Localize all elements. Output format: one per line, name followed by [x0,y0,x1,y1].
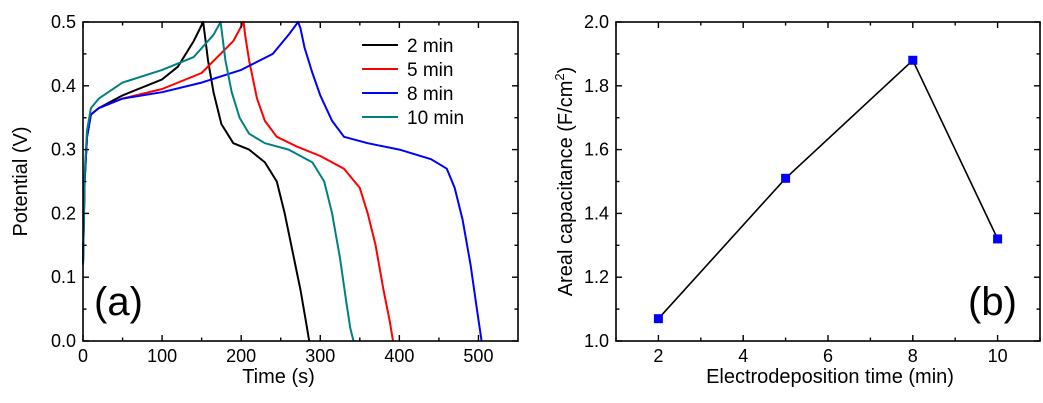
x-axis-title-b: Electrodeposition time (min) [706,366,954,388]
x-tick-label-a: 400 [384,346,414,366]
y-tick-label-a: 0.2 [51,203,76,223]
legend-label-5-min: 5 min [407,60,453,81]
x-tick-label-b: 6 [823,346,833,366]
y-tick-label-b: 1.4 [584,203,609,223]
data-point-marker [908,55,918,65]
y-tick-label-b: 1.6 [584,140,609,160]
y-axis-title-a: Potential (V) [10,126,32,236]
data-point-marker [993,234,1003,244]
y-tick-label-a: 0.5 [51,12,76,32]
panel-label-b: (b) [968,280,1017,324]
panel-b-chart: 2 4 6 8 10 1.0 1.2 1.4 1.6 1.8 2.0 Electrodepositio… [552,12,1041,388]
x-tick-label-a: 300 [305,346,335,366]
x-tick-label-b: 8 [908,346,918,366]
series-line-b [657,58,999,320]
x-tick-label-a: 100 [147,346,177,366]
x-tick-label-a: 0 [78,346,88,366]
y-axis-title-b: Areal capacitance (F/cm2) [552,67,577,297]
x-tick-label-b: 2 [653,346,663,366]
data-point-marker [653,314,663,324]
y-tick-label-a: 0.3 [51,140,76,160]
panel-label-a: (a) [94,280,143,324]
y-tick-label-b: 2.0 [584,12,609,32]
x-tick-label-b: 10 [988,346,1008,366]
legend-label-2-min: 2 min [407,36,453,57]
x-axis-title-a: Time (s) [242,366,315,388]
legend-label-8-min: 8 min [407,84,453,105]
y-tick-label-b: 1.8 [584,76,609,96]
series-line-8-min [82,21,483,342]
y-tick-label-a: 0.4 [51,76,76,96]
y-tick-label-a: 0.0 [51,331,76,351]
y-tick-label-a: 0.1 [51,267,76,287]
x-tick-label-a: 200 [226,346,256,366]
x-tick-label-a: 500 [463,346,493,366]
panel-a-chart: 0 100 200 300 400 500 0.0 0.1 0.2 0.3 0.4 0.5 Time (… [10,12,519,388]
x-tick-label-b: 4 [738,346,748,366]
data-point-marker [781,173,791,183]
y-tick-label-b: 1.0 [584,331,609,351]
legend-label-10-min: 10 min [407,108,464,129]
y-tick-label-b: 1.2 [584,267,609,287]
series-line-10-min [82,21,355,342]
